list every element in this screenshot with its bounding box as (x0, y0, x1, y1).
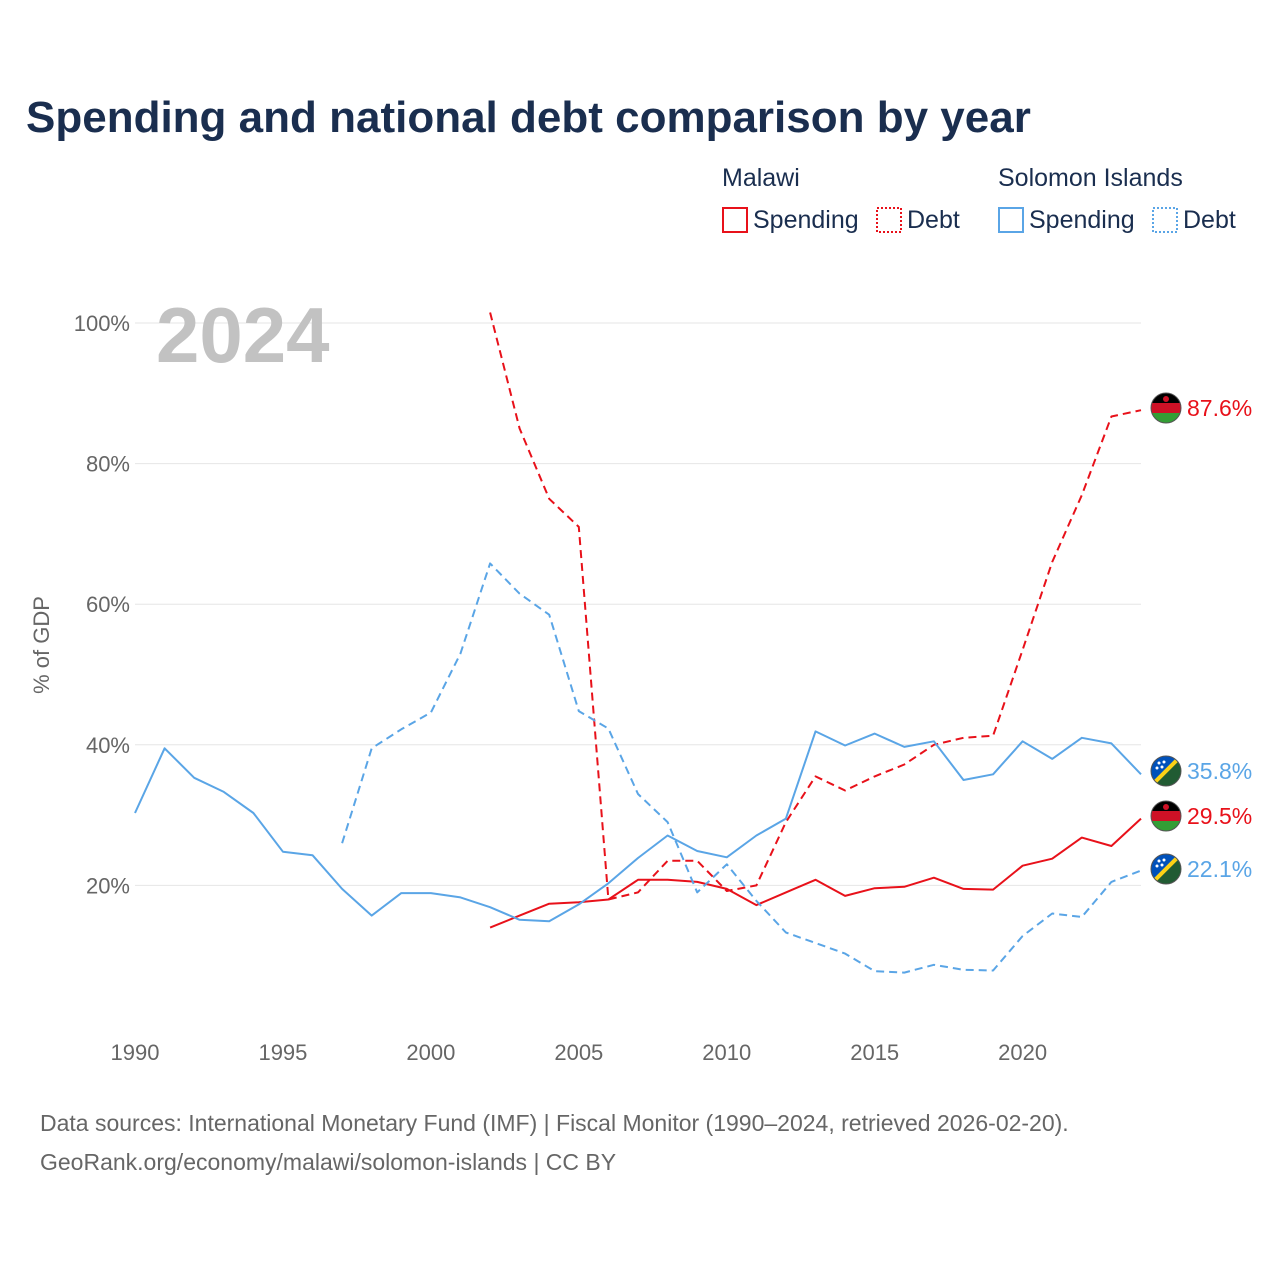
legend-group-solomon-islands: Solomon Islands (998, 164, 1183, 192)
series-lines (134, 312, 1142, 974)
y-tick-label-20: 20% (86, 873, 130, 898)
y-tick-label-60: 60% (86, 592, 130, 617)
legend-label-malawi-spending: Spending (753, 206, 859, 234)
end-label-solomon-debt: 22.1% (1187, 856, 1252, 882)
flag-marker-malawi-debt (1150, 392, 1182, 424)
chart-title: Spending and national debt comparison by… (26, 93, 1031, 142)
series-line-malawi-spending (489, 817, 1142, 929)
legend-label-solomon-spending: Spending (1029, 206, 1135, 234)
end-label-malawi-spending: 29.5% (1187, 803, 1252, 829)
legend-swatch-solomon-debt (1152, 207, 1178, 233)
x-tick-label-2000: 2000 (406, 1040, 455, 1065)
gridlines (135, 322, 1141, 886)
x-tick-label-2005: 2005 (554, 1040, 603, 1065)
legend-label-malawi-debt: Debt (907, 206, 960, 234)
y-tick-label-80: 80% (86, 452, 130, 477)
series-line-malawi-debt (489, 312, 1142, 901)
x-tick-label-1990: 1990 (111, 1040, 160, 1065)
legend-group-malawi: Malawi (722, 164, 800, 192)
series-line-solomon-islands-spending (134, 730, 1142, 923)
source-line-2: GeoRank.org/economy/malawi/solomon-islan… (40, 1149, 616, 1175)
end-label-solomon-spending: 35.8% (1187, 758, 1252, 784)
legend-swatch-malawi-spending (722, 207, 748, 233)
axis-ticks: 20% 40% 60% 80% 100% 1990 1995 2000 2005 2010 2015… (74, 311, 1047, 1065)
y-tick-label-100: 100% (74, 311, 130, 336)
legend-label-solomon-debt: Debt (1183, 206, 1236, 234)
x-tick-label-2020: 2020 (998, 1040, 1047, 1065)
y-axis-title: % of GDP (29, 596, 54, 694)
x-tick-label-1995: 1995 (258, 1040, 307, 1065)
year-watermark: 2024 (156, 291, 330, 379)
x-tick-label-2010: 2010 (702, 1040, 751, 1065)
flag-marker-solomon-debt (1150, 853, 1182, 885)
source-line-1: Data sources: International Monetary Fun… (40, 1110, 1069, 1136)
series-line-solomon-islands-debt (341, 562, 1142, 974)
x-tick-label-2015: 2015 (850, 1040, 899, 1065)
flag-marker-solomon-spending (1150, 755, 1182, 787)
y-tick-label-40: 40% (86, 733, 130, 758)
legend-swatch-malawi-debt (876, 207, 902, 233)
legend: Malawi Spending Debt Solomon Islands Spe… (722, 164, 1236, 234)
legend-swatch-solomon-spending (998, 207, 1024, 233)
flag-marker-malawi-spending (1150, 800, 1182, 832)
end-label-malawi-debt: 87.6% (1187, 395, 1252, 421)
